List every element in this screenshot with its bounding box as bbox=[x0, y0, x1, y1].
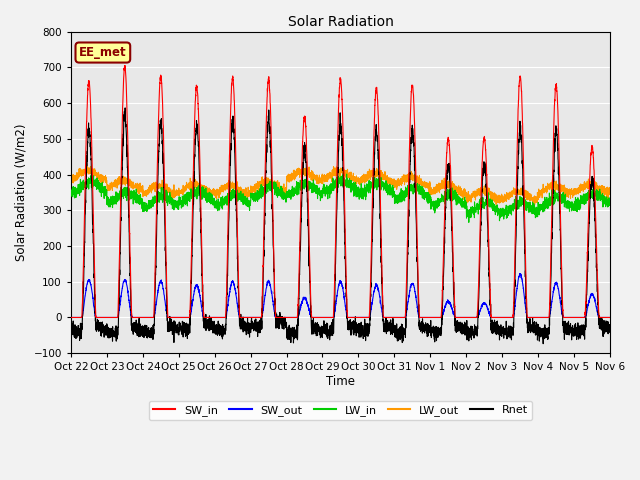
Text: EE_met: EE_met bbox=[79, 46, 127, 59]
X-axis label: Time: Time bbox=[326, 375, 355, 388]
Y-axis label: Solar Radiation (W/m2): Solar Radiation (W/m2) bbox=[15, 124, 28, 261]
Title: Solar Radiation: Solar Radiation bbox=[287, 15, 394, 29]
Legend: SW_in, SW_out, LW_in, LW_out, Rnet: SW_in, SW_out, LW_in, LW_out, Rnet bbox=[149, 401, 532, 420]
